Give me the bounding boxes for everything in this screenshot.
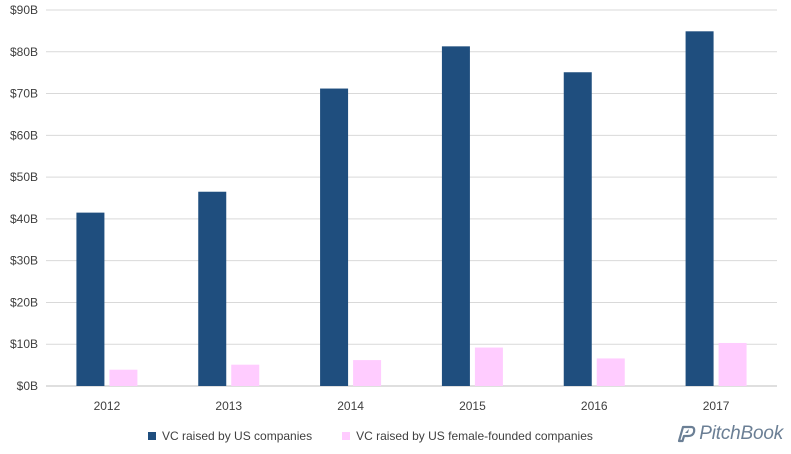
bar-female-founded <box>353 360 382 386</box>
bar-female-founded <box>474 347 503 386</box>
y-tick-label: $20B <box>10 295 38 309</box>
x-tick-label: 2017 <box>703 399 730 413</box>
legend-label-female-founded: VC raised by US female-founded companies <box>356 429 593 443</box>
bar-us-companies <box>76 212 105 386</box>
bar-us-companies <box>198 191 227 386</box>
y-tick-label: $90B <box>10 3 38 17</box>
y-tick-label: $0B <box>17 379 38 393</box>
bar-us-companies <box>320 88 349 386</box>
bar-female-founded <box>718 342 747 386</box>
brand-name: PitchBook <box>699 423 783 444</box>
bar-us-companies <box>441 46 470 386</box>
x-tick-label: 2013 <box>215 399 242 413</box>
y-tick-label: $70B <box>10 87 38 101</box>
x-tick-label: 2015 <box>459 399 486 413</box>
y-tick-label: $50B <box>10 170 38 184</box>
bar-female-founded <box>596 358 625 386</box>
brand-logo: PitchBook <box>676 423 783 445</box>
y-tick-label: $40B <box>10 212 38 226</box>
bar-female-founded <box>231 364 260 386</box>
y-tick-label: $10B <box>10 337 38 351</box>
legend-label-us-companies: VC raised by US companies <box>162 429 313 443</box>
bar-female-founded <box>109 369 138 386</box>
x-tick-label: 2012 <box>94 399 121 413</box>
y-tick-label: $80B <box>10 45 38 59</box>
x-tick-label: 2016 <box>581 399 608 413</box>
legend-item-us-companies: VC raised by US companies <box>148 429 312 443</box>
y-tick-label: $60B <box>10 128 38 142</box>
legend-item-female-founded: VC raised by US female-founded companies <box>342 429 593 443</box>
bar-us-companies <box>563 72 592 386</box>
y-tick-label: $30B <box>10 254 38 268</box>
bar-us-companies <box>685 31 714 386</box>
legend-swatch-female-founded <box>342 432 351 440</box>
pitchbook-logo-icon <box>678 425 696 443</box>
x-tick-label: 2014 <box>337 399 364 413</box>
legend-swatch-us-companies <box>148 432 156 440</box>
legend: VC raised by US companies VC raised by U… <box>148 428 623 444</box>
